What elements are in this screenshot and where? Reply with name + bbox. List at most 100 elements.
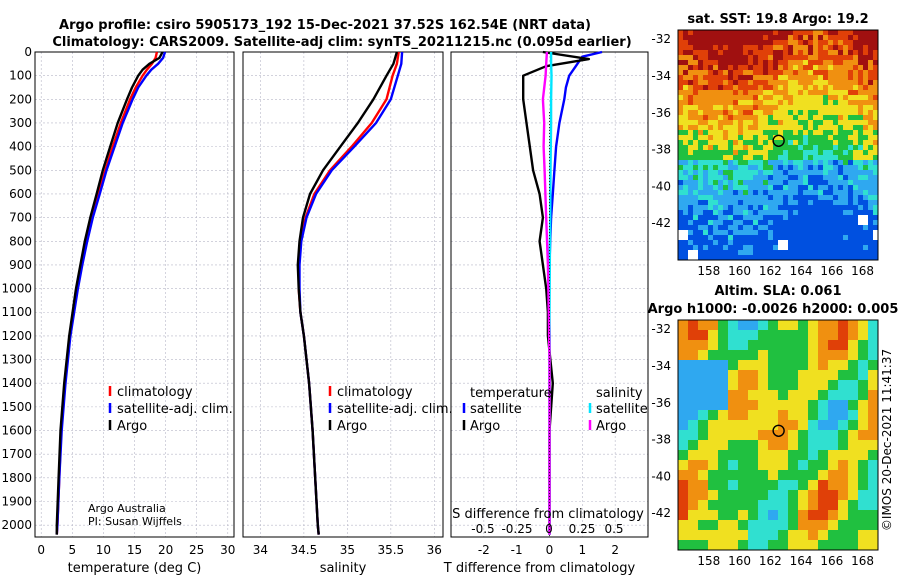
map-cell (873, 205, 878, 211)
legend-label: Argo (337, 419, 367, 434)
map-cell (813, 30, 819, 36)
map-cell (828, 240, 834, 246)
map-cell (788, 185, 794, 191)
map-cell (718, 210, 724, 216)
map-cell (868, 215, 874, 221)
map-cell (803, 160, 809, 166)
map-cell (728, 90, 734, 96)
map-cell (873, 225, 878, 231)
map-cell (773, 80, 779, 86)
map-cell (718, 180, 724, 186)
map-cell (698, 530, 709, 541)
map-cell (713, 170, 719, 176)
map-cell (718, 90, 724, 96)
map-cell (868, 115, 874, 121)
map-cell (798, 540, 809, 550)
map-cell (818, 55, 824, 61)
map-cell (833, 70, 839, 76)
map-cell (808, 200, 814, 206)
map-cell (753, 235, 759, 241)
map-cell (728, 55, 734, 61)
map-cell (698, 460, 709, 471)
argo-position-marker (772, 134, 785, 147)
map-cell (813, 205, 819, 211)
map-cell (838, 140, 844, 146)
map-cell (743, 145, 749, 151)
map-cell (753, 255, 759, 260)
map-cell (718, 55, 724, 61)
map-cell (698, 160, 704, 166)
map-cell (688, 170, 694, 176)
map-cell (743, 35, 749, 41)
map-cell (848, 30, 854, 36)
map-cell (758, 45, 764, 51)
map-cell (723, 255, 729, 260)
map-cell (813, 115, 819, 121)
map-cell (798, 125, 804, 131)
map-cell (828, 60, 834, 66)
map-cell (848, 230, 854, 236)
map-cell (748, 105, 754, 111)
map-cell (703, 165, 709, 171)
map-cell (818, 160, 824, 166)
map-cell (753, 75, 759, 81)
map-cell (708, 440, 719, 451)
map-cell (738, 390, 749, 401)
map-cell (703, 240, 709, 246)
map-cell (743, 55, 749, 61)
map-cell (748, 195, 754, 201)
axes-frame (242, 51, 444, 538)
map-cell (698, 140, 704, 146)
map-cell (858, 510, 869, 521)
map-cell (743, 125, 749, 131)
map-cell (748, 180, 754, 186)
map-cell (803, 85, 809, 91)
map-cell (808, 125, 814, 131)
map-cell (823, 50, 829, 56)
map-cell (693, 105, 699, 111)
map-cell (768, 390, 779, 401)
map-cell (858, 170, 864, 176)
map-cell (718, 105, 724, 111)
map-cell (718, 175, 724, 181)
map-cell (743, 115, 749, 121)
map-cell (678, 245, 684, 251)
map-cell (853, 165, 859, 171)
map-cell (758, 35, 764, 41)
map-cell (708, 510, 719, 521)
map-cell (778, 135, 784, 141)
map-cell (678, 340, 689, 351)
map-cell (788, 130, 794, 136)
map-cell (863, 60, 869, 66)
map-cell (833, 230, 839, 236)
map-cell (803, 140, 809, 146)
map-cell (773, 170, 779, 176)
map-cell (848, 105, 854, 111)
map-cell (868, 195, 874, 201)
map-cell (848, 190, 854, 196)
map-cell (723, 225, 729, 231)
map-cell (788, 200, 794, 206)
map-cell (738, 460, 749, 471)
map-cell (718, 95, 724, 101)
map-cell (758, 245, 764, 251)
map-cell (753, 30, 759, 36)
map-cell (798, 205, 804, 211)
x-tick-label: 35 (340, 543, 355, 557)
map-cell (858, 225, 864, 231)
map-cell (748, 420, 759, 431)
map-cell (803, 180, 809, 186)
map-cell (743, 170, 749, 176)
map-cell (828, 520, 839, 531)
map-cell (793, 70, 799, 76)
map-cell (853, 85, 859, 91)
map-cell (773, 155, 779, 161)
map-cell (783, 175, 789, 181)
map-cell (833, 35, 839, 41)
map-cell (858, 360, 869, 371)
map-cell (813, 200, 819, 206)
map-cell (763, 85, 769, 91)
map-cell (733, 240, 739, 246)
map-cell (843, 150, 849, 156)
map-cell (818, 520, 829, 531)
